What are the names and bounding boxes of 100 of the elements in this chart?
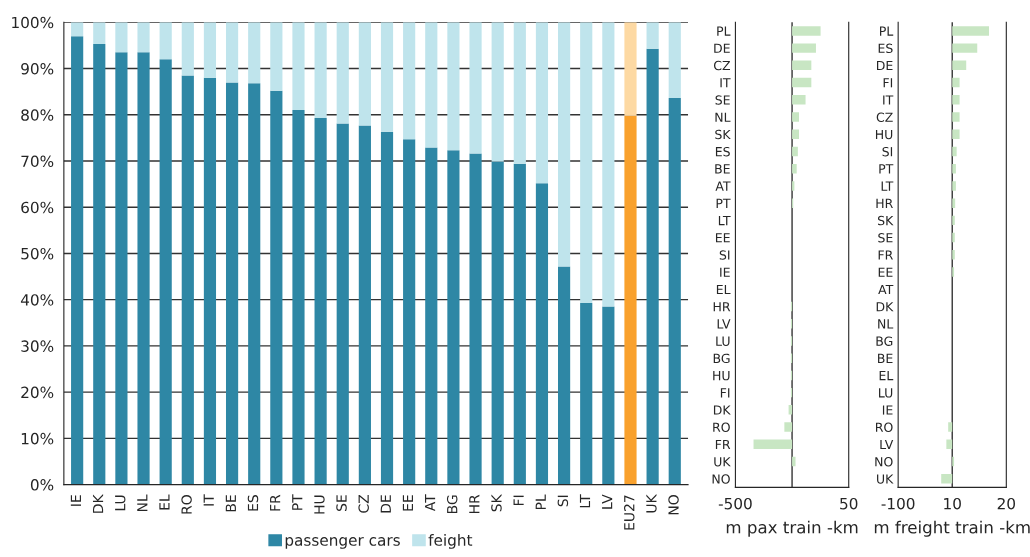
x-tick-label: UK	[646, 494, 657, 513]
x-tick-label: NO	[668, 495, 679, 515]
y-tick-label: LU	[716, 336, 730, 346]
bar	[203, 77, 217, 485]
x-tick-label: ES	[247, 495, 259, 511]
bar	[292, 22, 305, 111]
y-tick-label: EL	[716, 284, 731, 295]
y-tick-label: SK	[715, 129, 731, 140]
bar	[580, 302, 593, 485]
bar	[952, 77, 960, 88]
bar	[93, 44, 106, 485]
bar	[137, 52, 150, 485]
bar	[71, 22, 84, 37]
x-tick-label: EL	[159, 494, 170, 510]
y-tick-label: 80%	[21, 109, 54, 121]
bar	[491, 161, 504, 485]
bar	[952, 163, 956, 174]
y-tick-label: 70%	[21, 155, 54, 167]
x-tick-label: HU	[314, 495, 325, 514]
y-tick-label: 20%	[21, 386, 54, 399]
bar	[314, 22, 327, 118]
bar	[952, 181, 956, 191]
legend-label: passenger cars	[285, 537, 400, 549]
bar	[203, 22, 217, 78]
bar	[952, 198, 956, 208]
y-tick-label: SI	[719, 250, 730, 260]
y-tick-label: 90%	[21, 62, 54, 75]
y-tick-label: AT	[878, 284, 894, 295]
x-tick-label: BG	[446, 495, 458, 513]
bar	[425, 22, 438, 148]
bar	[784, 422, 793, 432]
x-tick-label: PL	[535, 494, 546, 510]
y-tick-label: SI	[882, 146, 893, 157]
y-tick-label: NO	[712, 474, 730, 484]
x-tick-label: SK	[491, 494, 502, 512]
bar	[270, 90, 283, 485]
y-tick-label: 50%	[21, 247, 54, 260]
bar	[181, 22, 194, 76]
bar	[270, 22, 283, 91]
bar	[946, 439, 953, 450]
x-tick-label: RO	[181, 495, 192, 514]
y-tick-label: CZ	[876, 112, 893, 122]
bar	[668, 22, 681, 99]
y-tick-label: BE	[715, 164, 730, 174]
bar	[753, 439, 793, 450]
x-tick-label: NL	[137, 494, 148, 512]
bar	[425, 147, 438, 485]
bar	[469, 153, 482, 485]
bar	[941, 474, 953, 484]
bar	[115, 52, 128, 485]
y-tick-label: DK	[876, 302, 894, 312]
x-tick-label: EE	[402, 495, 413, 511]
bar	[225, 82, 239, 485]
x-tick-label: HR	[469, 494, 480, 514]
bar	[71, 36, 84, 485]
bar	[792, 146, 798, 157]
bar	[792, 26, 821, 36]
bar	[159, 59, 172, 485]
y-tick-label: LV	[880, 439, 894, 450]
y-tick-label: 100%	[12, 16, 54, 29]
bar	[93, 22, 106, 45]
y-tick-label: LT	[881, 181, 894, 191]
bar	[952, 60, 967, 71]
bar	[624, 115, 637, 485]
bar	[602, 306, 615, 485]
text: 10	[944, 497, 961, 510]
y-tick-label: HU	[713, 371, 730, 381]
bar	[248, 22, 261, 84]
bar	[558, 22, 571, 267]
x-tick-label: PT	[292, 494, 303, 510]
text: 50	[840, 497, 858, 510]
bar	[792, 129, 800, 139]
y-tick-label: LV	[717, 319, 731, 329]
y-tick-label: DE	[714, 43, 730, 53]
x-tick-label: IE	[70, 495, 81, 506]
x-tick-label: SI	[557, 495, 569, 507]
y-tick-label: EE	[878, 267, 893, 277]
y-tick-label: PL	[717, 26, 731, 36]
bar	[952, 215, 955, 226]
text: -500	[718, 497, 752, 510]
bar	[952, 43, 978, 53]
y-tick-label: SE	[715, 95, 730, 105]
bar	[792, 60, 812, 71]
y-tick-label: IT	[720, 78, 731, 88]
y-tick-label: HR	[876, 198, 893, 208]
y-tick-label: FI	[720, 388, 730, 398]
bar	[380, 22, 394, 132]
y-tick-label: PT	[879, 164, 894, 174]
bar	[788, 405, 793, 415]
x-tick-label: AT	[424, 494, 436, 512]
bar	[792, 112, 800, 122]
bar	[403, 22, 416, 140]
bar	[314, 117, 327, 485]
x-tick-label: FI	[513, 495, 524, 506]
bar	[380, 131, 394, 485]
y-tick-label: BE	[878, 353, 893, 363]
y-tick-label: 60%	[21, 201, 54, 214]
bar	[513, 22, 526, 164]
text: -100	[881, 497, 915, 510]
y-tick-label: RO	[713, 422, 730, 433]
